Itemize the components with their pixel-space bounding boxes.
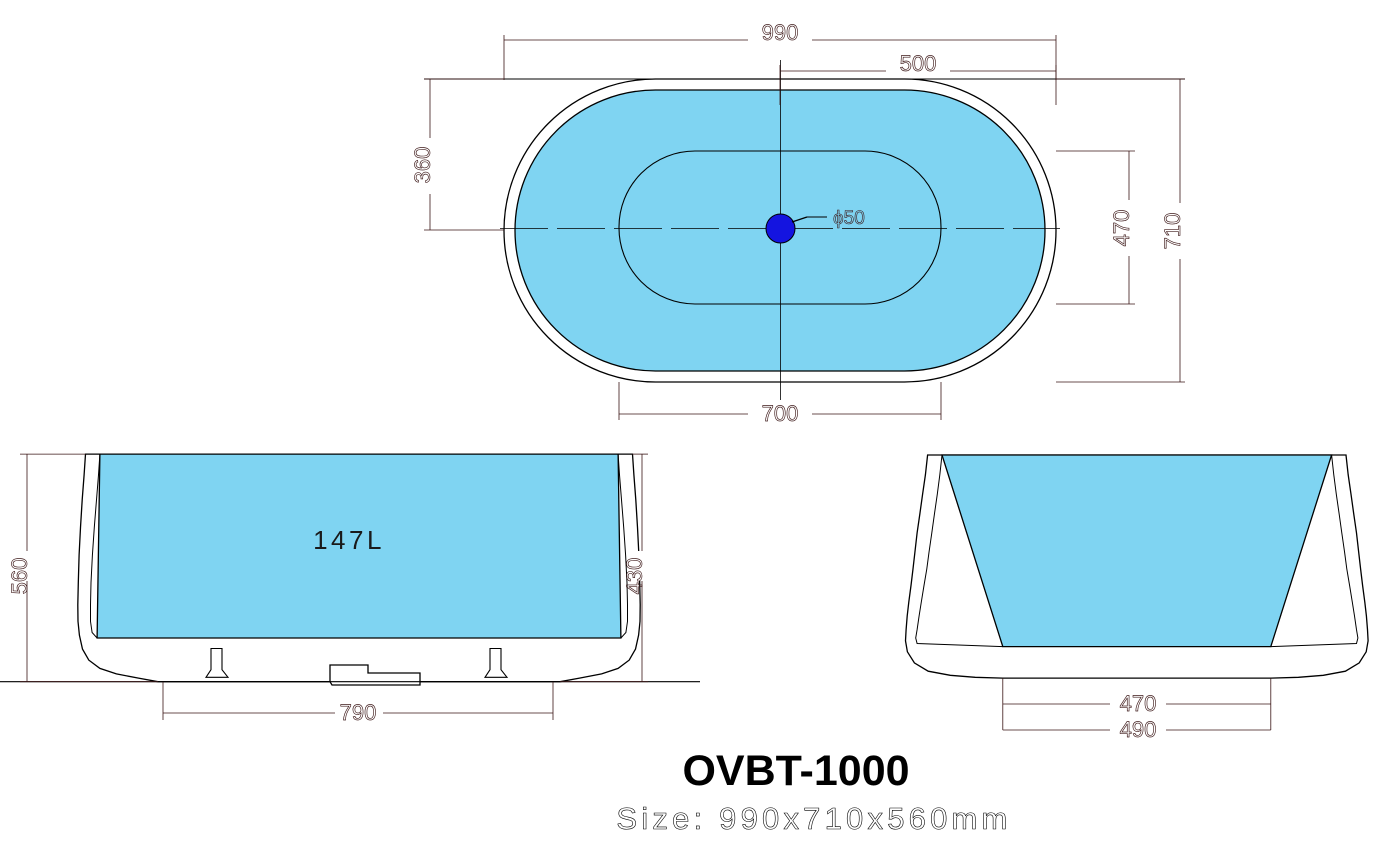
svg-text:360: 360 <box>410 147 435 184</box>
svg-text:OVBT-1000: OVBT-1000 <box>682 747 909 795</box>
svg-text:147L: 147L <box>313 525 385 555</box>
svg-text:710: 710 <box>1160 213 1185 250</box>
svg-text:430: 430 <box>622 558 647 595</box>
svg-text:560: 560 <box>7 558 32 595</box>
svg-text:Size: 990x710x560mm: Size: 990x710x560mm <box>616 801 1011 836</box>
svg-text:ϕ50: ϕ50 <box>833 208 865 229</box>
svg-text:790: 790 <box>340 700 377 725</box>
svg-text:700: 700 <box>762 401 799 426</box>
svg-text:990: 990 <box>762 20 799 45</box>
svg-text:470: 470 <box>1109 210 1134 247</box>
svg-text:490: 490 <box>1120 717 1157 742</box>
svg-text:500: 500 <box>900 51 937 76</box>
svg-text:470: 470 <box>1120 691 1157 716</box>
